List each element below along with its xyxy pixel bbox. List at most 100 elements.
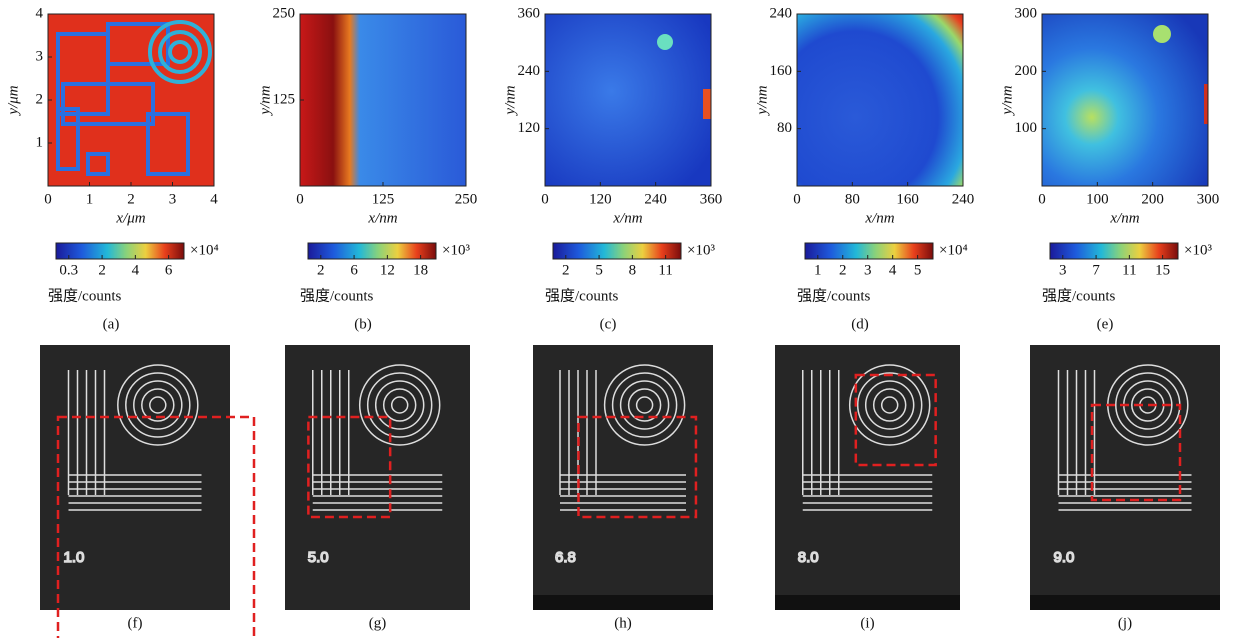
heatmap-image [300, 14, 466, 186]
colorbar-label: 强度/counts [48, 287, 121, 304]
colorbar [56, 243, 184, 259]
y-tick-label: 100 [1015, 120, 1038, 136]
colorbar-tick-label: 3 [864, 262, 872, 278]
x-tick-label: 80 [845, 191, 860, 207]
colorbar [805, 243, 933, 259]
colorbar-tick-label: 5 [914, 262, 922, 278]
x-tick-label: 200 [1141, 191, 1164, 207]
x-tick-label: 1 [86, 191, 94, 207]
heatmap-feature [1204, 84, 1208, 124]
sem-sample-label: 9.0 [1054, 549, 1075, 566]
colorbar-tick-label: 2 [839, 262, 847, 278]
sem-image: 9.0 [1030, 345, 1220, 610]
y-tick-label: 125 [273, 91, 296, 107]
x-tick-label: 120 [589, 191, 612, 207]
x-tick-label: 0 [44, 191, 52, 207]
sem-image: 5.0 [285, 345, 470, 610]
y-tick-label: 240 [770, 5, 793, 21]
x-tick-label: 3 [169, 191, 177, 207]
heatmap-feature [657, 34, 673, 50]
sem-info-bar [775, 595, 960, 610]
caption: (j) [1118, 615, 1132, 631]
y-axis-label: y/nm [502, 85, 518, 116]
heatmap-image [545, 14, 711, 186]
y-tick-label: 4 [36, 5, 44, 21]
sem-sample-label: 5.0 [308, 549, 329, 566]
x-tick-label: 2 [127, 191, 135, 207]
heatmap-image [1042, 14, 1208, 186]
sem-sample-label: 1.0 [64, 549, 85, 566]
colorbar-tick-label: 11 [658, 262, 672, 278]
x-tick-label: 160 [896, 191, 919, 207]
caption: (c) [600, 316, 617, 332]
x-axis-label: x/nm [612, 210, 642, 226]
heatmap-feature [703, 89, 711, 119]
colorbar-unit: ×10⁴ [190, 242, 219, 258]
sem-sample-label: 6.8 [555, 549, 576, 566]
x-tick-label: 240 [644, 191, 667, 207]
colorbar-label: 强度/counts [300, 287, 373, 304]
y-axis-label: y/nm [257, 85, 273, 116]
caption: (b) [354, 316, 372, 332]
sem-image: 1.0 [40, 345, 254, 638]
caption: (h) [614, 615, 632, 631]
colorbar-tick-label: 8 [629, 262, 637, 278]
colorbar-tick-label: 15 [1155, 262, 1170, 278]
caption: (a) [103, 316, 120, 332]
colorbar-tick-label: 1 [814, 262, 822, 278]
colorbar [308, 243, 436, 259]
x-tick-label: 0 [296, 191, 304, 207]
sem-image: 6.8 [533, 345, 713, 610]
colorbar-tick-label: 3 [1059, 262, 1067, 278]
x-tick-label: 250 [455, 191, 478, 207]
caption: (e) [1097, 316, 1114, 332]
colorbar-tick-label: 11 [1122, 262, 1136, 278]
y-tick-label: 250 [273, 5, 296, 21]
x-tick-label: 0 [541, 191, 549, 207]
colorbar-tick-label: 4 [132, 262, 140, 278]
y-axis-label: y/nm [754, 85, 770, 116]
x-tick-label: 240 [952, 191, 975, 207]
x-axis-label: x/μm [115, 210, 145, 226]
x-tick-label: 0 [793, 191, 801, 207]
caption: (f) [128, 615, 143, 631]
x-tick-label: 4 [210, 191, 218, 207]
x-tick-label: 125 [372, 191, 395, 207]
colorbar [1050, 243, 1178, 259]
sem-info-bar [533, 595, 713, 610]
y-tick-label: 160 [770, 63, 793, 79]
colorbar-label: 强度/counts [1042, 287, 1115, 304]
y-tick-label: 3 [36, 48, 44, 64]
x-tick-label: 0 [1038, 191, 1046, 207]
colorbar-unit: ×10⁴ [939, 242, 968, 258]
caption: (d) [851, 316, 869, 332]
x-tick-label: 100 [1086, 191, 1109, 207]
y-tick-label: 1 [36, 134, 44, 150]
colorbar-unit: ×10³ [687, 242, 715, 258]
y-tick-label: 2 [36, 91, 44, 107]
colorbar-tick-label: 6 [350, 262, 358, 278]
y-axis-label: y/μm [5, 85, 21, 116]
colorbar-unit: ×10³ [1184, 242, 1212, 258]
x-tick-label: 300 [1197, 191, 1220, 207]
x-axis-label: x/nm [1109, 210, 1139, 226]
colorbar-unit: ×10³ [442, 242, 470, 258]
y-axis-label: y/nm [999, 85, 1015, 116]
colorbar-tick-label: 5 [595, 262, 603, 278]
colorbar-tick-label: 18 [413, 262, 428, 278]
y-tick-label: 120 [518, 120, 541, 136]
sem-image: 8.0 [775, 345, 960, 610]
y-tick-label: 80 [777, 120, 792, 136]
sem-info-bar [1030, 595, 1220, 610]
colorbar [553, 243, 681, 259]
colorbar-tick-label: 7 [1092, 262, 1100, 278]
colorbar-tick-label: 2 [562, 262, 570, 278]
heatmap-feature [1153, 25, 1171, 43]
colorbar-label: 强度/counts [797, 287, 870, 304]
x-tick-label: 360 [700, 191, 723, 207]
x-axis-label: x/nm [367, 210, 397, 226]
figure: 012341234x/μmy/μm0.3246×10⁴强度/counts(a)0… [0, 0, 1251, 638]
colorbar-tick-label: 12 [380, 262, 395, 278]
sem-sample-label: 8.0 [798, 549, 819, 566]
x-axis-label: x/nm [864, 210, 894, 226]
